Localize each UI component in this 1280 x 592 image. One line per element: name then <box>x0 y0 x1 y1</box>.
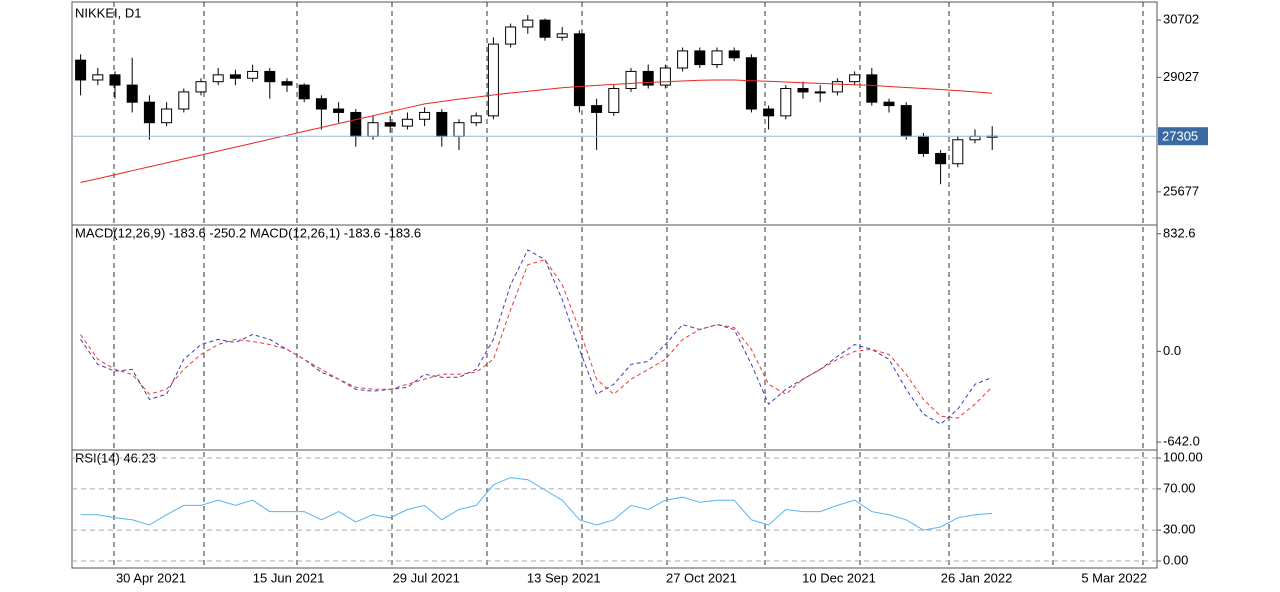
indicator-title: MACD(12,26,9) -183.6 -250.2 MACD(12,26,1… <box>75 225 421 240</box>
candle-body <box>109 74 121 86</box>
series-line <box>80 259 993 419</box>
x-tick-label: 13 Sep 2021 <box>527 570 601 585</box>
x-tick-label: 15 Jun 2021 <box>253 570 325 585</box>
candle-body <box>264 70 276 83</box>
indicator-title: RSI(14) 46.23 <box>75 450 156 465</box>
candle-body <box>642 70 654 86</box>
candle-body <box>75 59 87 81</box>
candle-body <box>659 67 671 86</box>
candle-body <box>401 118 413 127</box>
candle-body <box>298 84 310 100</box>
candle-body <box>384 122 396 127</box>
candle-body <box>556 33 568 38</box>
candle-body <box>522 19 534 28</box>
candle-body <box>711 50 723 66</box>
vertical-grid <box>113 2 1144 568</box>
candle-body <box>92 74 104 81</box>
candle-body <box>900 105 912 137</box>
candle-body <box>573 33 585 107</box>
y-tick-label: 25677 <box>1163 183 1199 198</box>
candle-body <box>849 74 861 83</box>
candle-body <box>126 84 138 103</box>
candle-body <box>831 81 843 93</box>
x-tick-label: 10 Dec 2021 <box>802 570 876 585</box>
candle-body <box>952 139 964 165</box>
candle-body <box>212 74 224 83</box>
candle-body <box>745 57 757 110</box>
candle-body <box>917 135 929 154</box>
candle-body <box>453 122 465 137</box>
y-tick-label: 0.00 <box>1163 552 1188 567</box>
candle-body <box>694 50 706 66</box>
y-tick-label: -642.0 <box>1163 434 1200 449</box>
candle-body <box>677 50 689 69</box>
candle-body <box>436 111 448 137</box>
chart-title: NIKKEI, D1 <box>75 5 141 20</box>
candle-body <box>883 101 895 107</box>
y-tick-label: 30.00 <box>1163 522 1196 537</box>
candle-body <box>797 88 809 93</box>
candle-body <box>780 88 792 117</box>
x-tick-label: 30 Apr 2021 <box>116 570 186 585</box>
x-tick-label: 5 Mar 2022 <box>1081 570 1147 585</box>
y-tick-label: 30702 <box>1163 12 1199 27</box>
candle-body <box>195 81 207 93</box>
candle-body <box>367 122 379 137</box>
x-tick-label: 26 Jan 2022 <box>941 570 1013 585</box>
candle-body <box>487 43 499 117</box>
series-line <box>80 249 993 425</box>
candle-body <box>505 26 517 45</box>
candle-body <box>935 152 947 165</box>
candle-body <box>625 70 637 90</box>
x-tick-label: 29 Jul 2021 <box>393 570 460 585</box>
y-tick-label: 0.0 <box>1163 343 1181 358</box>
candle-body <box>608 88 620 113</box>
series-line <box>80 477 993 531</box>
last-price-label: 27305 <box>1162 129 1198 144</box>
candle-body <box>814 91 826 94</box>
y-tick-label: 832.6 <box>1163 225 1196 240</box>
candle-body <box>161 108 173 124</box>
candle-body <box>763 108 775 117</box>
candle-body <box>178 91 190 110</box>
y-tick-label: 29027 <box>1163 69 1199 84</box>
candle-body <box>247 70 259 79</box>
candle-body <box>143 101 155 124</box>
candle-body <box>281 81 293 86</box>
candle-body <box>419 111 431 120</box>
x-tick-label: 27 Oct 2021 <box>666 570 737 585</box>
candle-body <box>539 19 551 38</box>
candle-body <box>315 98 327 110</box>
candle-body <box>333 108 345 113</box>
candle-body <box>229 74 241 79</box>
last-price-box <box>1158 127 1208 146</box>
series-line <box>80 79 993 183</box>
y-tick-label: 70.00 <box>1163 480 1196 495</box>
candle-body <box>470 115 482 124</box>
candle-body <box>591 105 603 113</box>
plot-frame <box>71 1 1158 569</box>
candle-body <box>350 111 362 137</box>
candle-body <box>969 135 981 141</box>
y-tick-label: 100.00 <box>1163 449 1203 464</box>
candle-body <box>728 50 740 59</box>
candle-body <box>866 74 878 103</box>
